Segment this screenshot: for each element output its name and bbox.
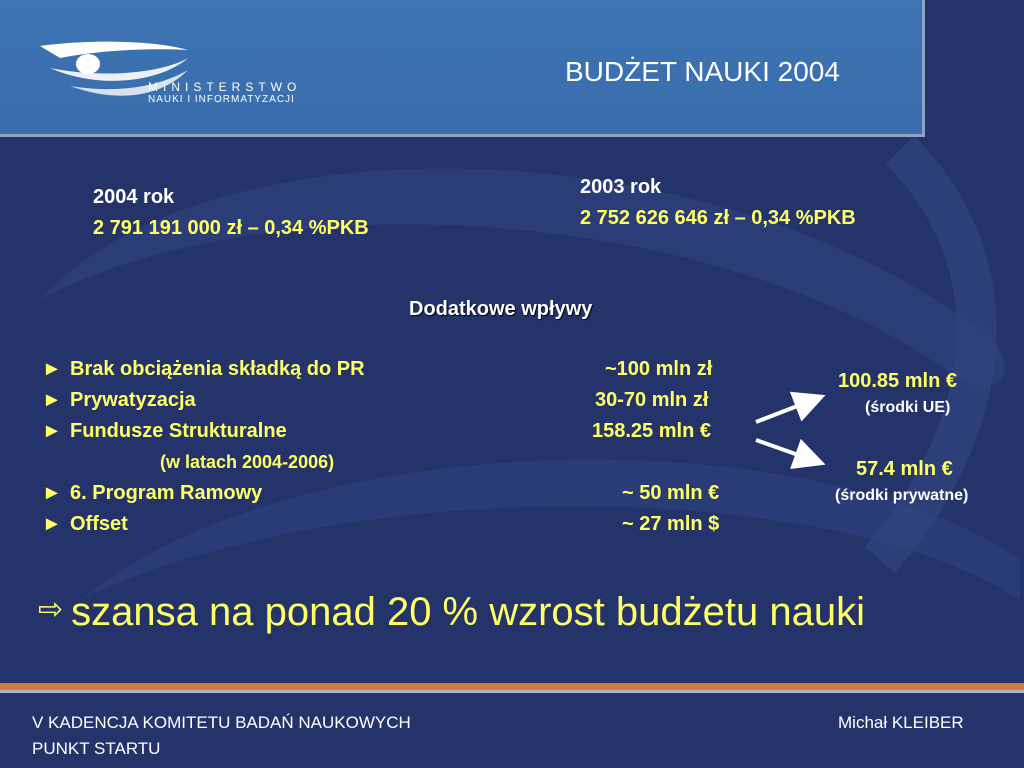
bullet-triangle-icon: ► — [42, 389, 62, 411]
footer-divider-light — [0, 690, 1024, 693]
private-funds-label: (środki prywatne) — [835, 487, 969, 504]
list-item: ► Fundusze Strukturalne — [42, 420, 287, 443]
list-item: ► Offset — [42, 513, 128, 536]
item-label: Brak obciążenia składką do PR — [70, 358, 365, 380]
eu-funds-amount: 100.85 mln € — [838, 370, 957, 392]
year-2004-value: 2 791 191 000 zł – 0,34 %PKB — [93, 217, 369, 239]
list-item: ► Prywatyzacja — [42, 389, 196, 412]
split-arrows-icon — [755, 391, 826, 470]
bullet-triangle-icon: ► — [42, 358, 62, 380]
year-2003-value: 2 752 626 646 zł – 0,34 %PKB — [580, 207, 856, 229]
eu-funds-label: (środki UE) — [865, 399, 951, 416]
item-amount: ~ 50 mln € — [622, 482, 720, 504]
footer-author: Michał KLEIBER — [838, 713, 964, 732]
year-2003-label: 2003 rok — [580, 176, 662, 198]
year-2004-label: 2004 rok — [93, 186, 175, 208]
arrow-right-icon: ⇨ — [38, 593, 64, 626]
footer-subtitle: PUNKT STARTU — [32, 739, 161, 758]
logo-text-ministry: MINISTERSTWO — [148, 80, 302, 94]
footer-divider-orange — [0, 683, 1024, 690]
section-heading: Dodatkowe wpływy — [409, 298, 593, 320]
list-item: ► 6. Program Ramowy — [42, 482, 262, 505]
item-amount: 158.25 mln € — [592, 420, 711, 442]
bullet-triangle-icon: ► — [42, 513, 62, 535]
item-amount: 30-70 mln zł — [595, 389, 709, 411]
list-item: ► Brak obciążenia składką do PR — [42, 358, 365, 381]
page-title: BUDŻET NAUKI 2004 — [565, 56, 840, 87]
logo-text-subtitle: NAUKI I INFORMATYZACJI — [148, 94, 295, 105]
item-label: 6. Program Ramowy — [70, 482, 263, 504]
item-label: Fundusze Strukturalne — [70, 420, 287, 442]
bullet-triangle-icon: ► — [42, 420, 62, 442]
footer-band — [0, 693, 1024, 768]
item-label: Prywatyzacja — [70, 389, 196, 411]
conclusion: ⇨ szansa na ponad 20 % wzrost budżetu nau… — [38, 590, 865, 635]
header-bar — [0, 0, 925, 137]
footer-committee: V KADENCJA KOMITETU BADAŃ NAUKOWYCH — [32, 713, 411, 732]
item-amount: ~100 mln zł — [605, 358, 713, 380]
private-funds-amount: 57.4 mln € — [856, 458, 953, 480]
conclusion-text: szansa na ponad 20 % wzrost budżetu nauk… — [71, 590, 865, 634]
item-amount: ~ 27 mln $ — [622, 513, 720, 535]
item-label: Offset — [70, 513, 128, 535]
structural-funds-note: (w latach 2004-2006) — [160, 452, 335, 472]
bullet-triangle-icon: ► — [42, 482, 62, 504]
background-swoosh — [40, 135, 1020, 600]
ministry-logo-icon — [40, 41, 188, 96]
